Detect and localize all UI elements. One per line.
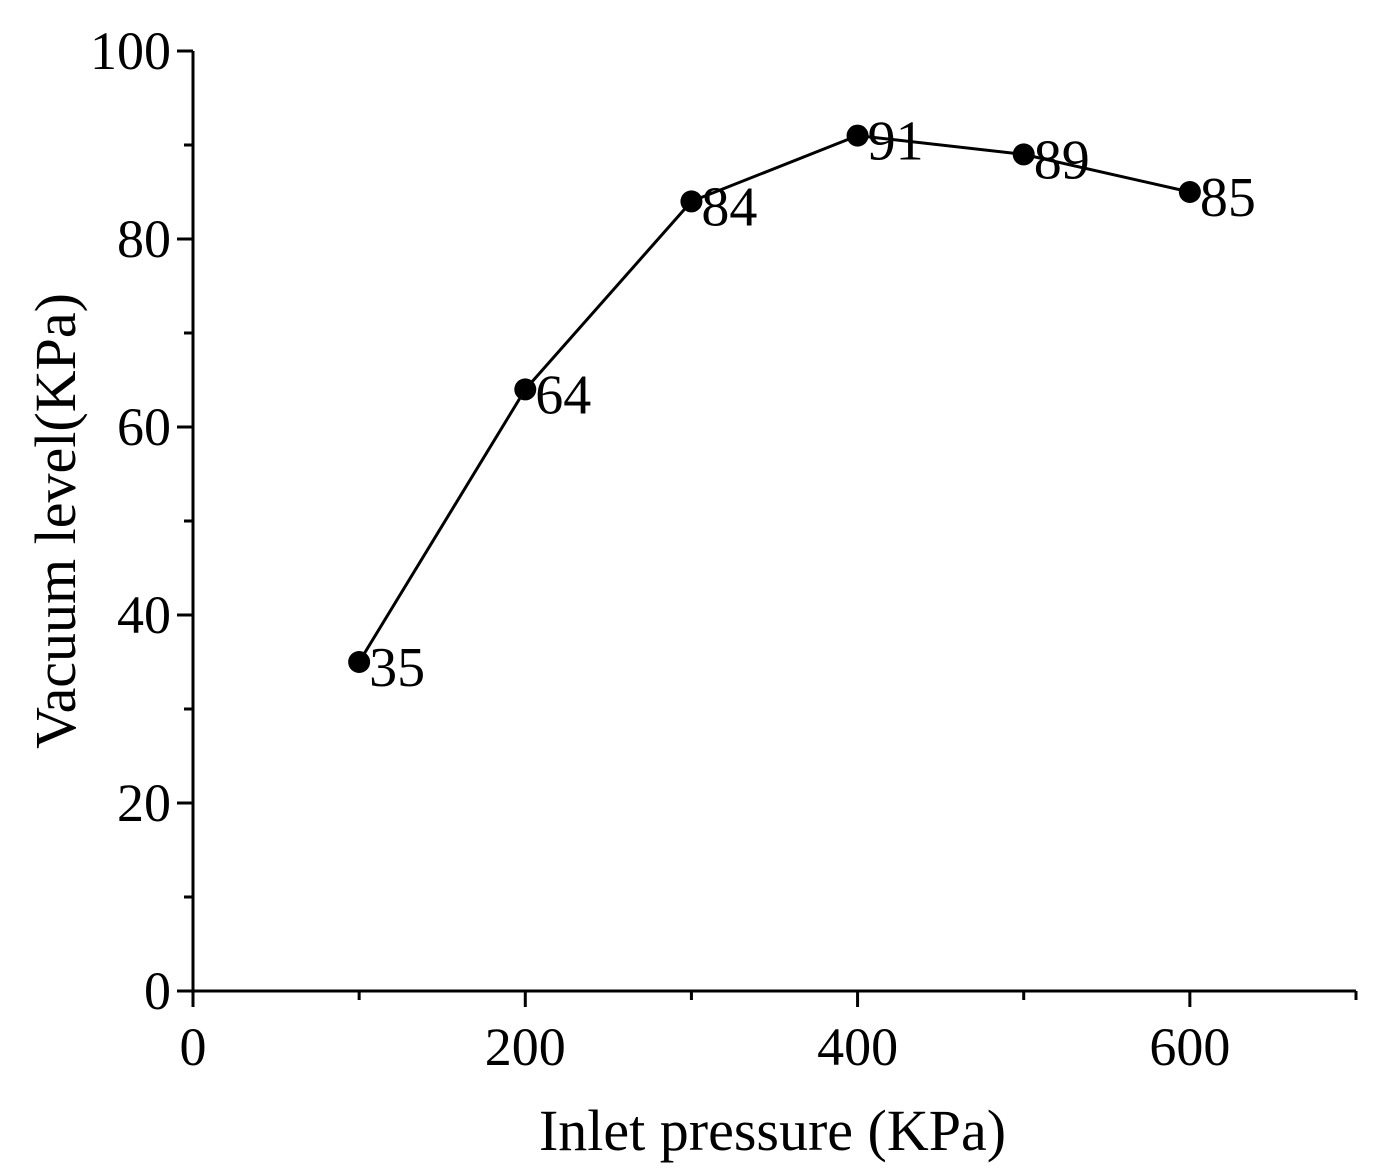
labels: 0 20 40 60 80 100 0 200 400 600 35 64 84 91 89 85 [90, 21, 1256, 1077]
series-line [357, 134, 1191, 663]
data-label: 85 [1200, 167, 1256, 229]
data-label: 89 [1034, 129, 1090, 191]
data-label: 91 [868, 111, 924, 173]
y-tick-label: 40 [117, 585, 171, 645]
data-point [680, 190, 703, 213]
y-tick-label: 80 [117, 209, 171, 269]
y-tick-label: 20 [117, 773, 171, 833]
data-point [348, 651, 371, 673]
x-axis-title: Inlet pressure (KPa) [539, 1098, 1006, 1163]
data-label: 35 [369, 637, 425, 699]
data-point [1012, 143, 1035, 166]
data-label: 84 [701, 176, 757, 238]
data-point [846, 124, 869, 147]
x-tick-label: 0 [180, 1017, 207, 1077]
series [348, 124, 1201, 673]
x-tick-label: 600 [1149, 1017, 1230, 1077]
y-tick-label: 60 [117, 397, 171, 457]
x-tick-label: 200 [485, 1017, 566, 1077]
data-point [1178, 181, 1201, 203]
data-label: 64 [535, 364, 591, 426]
data-point [514, 378, 537, 401]
ticks [177, 49, 1358, 1007]
x-tick-label: 400 [817, 1017, 898, 1077]
y-tick-label: 0 [144, 961, 171, 1021]
y-tick-label: 100 [90, 21, 171, 81]
y-axis-title: Vacuum level(KPa) [23, 293, 88, 749]
